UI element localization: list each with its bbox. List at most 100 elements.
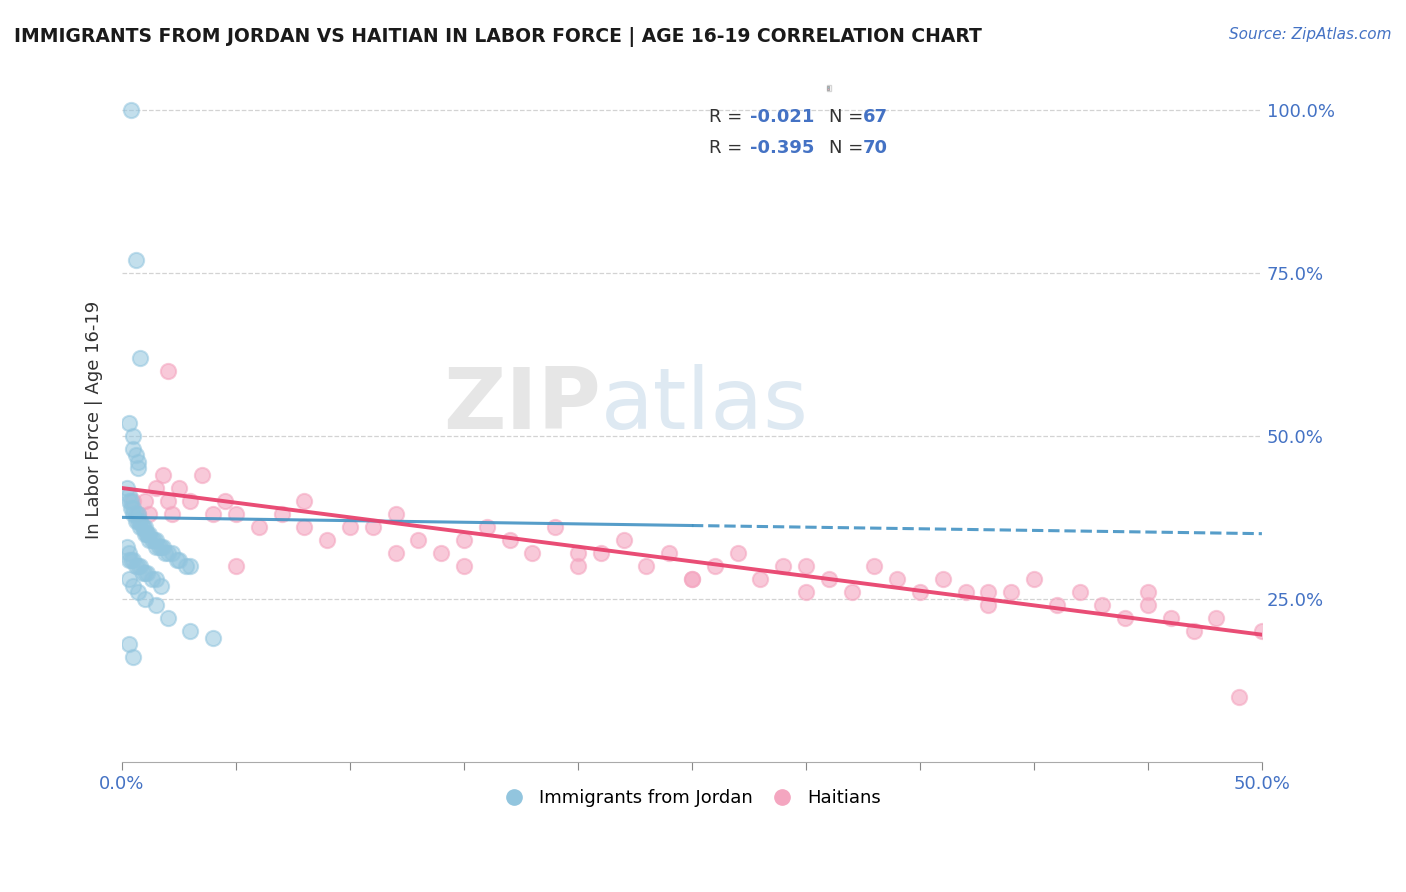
Point — [703, 559, 725, 574]
Point — [122, 553, 145, 567]
Point — [955, 585, 977, 599]
Point — [152, 540, 174, 554]
Point — [131, 566, 153, 580]
Text: -0.021: -0.021 — [751, 108, 814, 127]
Point — [145, 533, 167, 548]
Point — [145, 572, 167, 586]
Point — [202, 507, 225, 521]
Point — [156, 611, 179, 625]
Point — [681, 572, 703, 586]
Point — [134, 566, 156, 580]
Point — [118, 572, 141, 586]
Text: 67: 67 — [863, 108, 889, 127]
Point — [122, 494, 145, 508]
Point — [118, 546, 141, 560]
Point — [316, 533, 339, 548]
Point — [136, 526, 159, 541]
Point — [131, 520, 153, 534]
Point — [225, 507, 247, 521]
Point — [179, 559, 201, 574]
Point — [202, 631, 225, 645]
Point — [1000, 585, 1022, 599]
Point — [1069, 585, 1091, 599]
Point — [134, 591, 156, 606]
Point — [1251, 624, 1274, 639]
Point — [143, 533, 166, 548]
Point — [122, 579, 145, 593]
Point — [122, 500, 145, 515]
Point — [384, 507, 406, 521]
Point — [120, 500, 142, 515]
Point — [122, 650, 145, 665]
Point — [794, 585, 817, 599]
Text: IMMIGRANTS FROM JORDAN VS HAITIAN IN LABOR FORCE | AGE 16-19 CORRELATION CHART: IMMIGRANTS FROM JORDAN VS HAITIAN IN LAB… — [14, 27, 981, 46]
Point — [1136, 599, 1159, 613]
Point — [122, 429, 145, 443]
Point — [613, 533, 636, 548]
Point — [408, 533, 430, 548]
Point — [125, 252, 148, 267]
Point — [134, 494, 156, 508]
Point — [127, 559, 149, 574]
Point — [294, 520, 316, 534]
Point — [727, 546, 749, 560]
Point — [125, 559, 148, 574]
Point — [127, 461, 149, 475]
Point — [155, 546, 177, 560]
Point — [384, 546, 406, 560]
Legend: Immigrants from Jordan, Haitians: Immigrants from Jordan, Haitians — [496, 782, 889, 814]
Y-axis label: In Labor Force | Age 16-19: In Labor Force | Age 16-19 — [86, 301, 103, 539]
Point — [475, 520, 498, 534]
Point — [127, 585, 149, 599]
Point — [167, 481, 190, 495]
Point — [138, 526, 160, 541]
Point — [149, 540, 172, 554]
Point — [1136, 585, 1159, 599]
Text: 70: 70 — [863, 139, 889, 157]
Point — [118, 416, 141, 430]
Point — [145, 599, 167, 613]
Point — [127, 507, 149, 521]
Point — [567, 559, 589, 574]
Point — [498, 533, 520, 548]
Point — [118, 553, 141, 567]
Point — [1227, 690, 1250, 704]
Point — [1205, 611, 1227, 625]
Point — [225, 559, 247, 574]
Point — [1046, 599, 1069, 613]
Point — [145, 540, 167, 554]
Point — [129, 559, 152, 574]
Point — [749, 572, 772, 586]
Text: R =: R = — [709, 139, 748, 157]
Point — [1160, 611, 1182, 625]
Point — [166, 553, 188, 567]
Point — [886, 572, 908, 586]
Text: ZIP: ZIP — [443, 365, 600, 448]
Point — [794, 559, 817, 574]
Point — [160, 507, 183, 521]
Point — [127, 455, 149, 469]
Point — [134, 526, 156, 541]
Text: N =: N = — [828, 139, 869, 157]
Point — [567, 546, 589, 560]
Text: R =: R = — [709, 108, 748, 127]
Point — [681, 572, 703, 586]
Point — [129, 520, 152, 534]
Point — [120, 494, 142, 508]
Point — [908, 585, 931, 599]
Point — [430, 546, 453, 560]
Point — [138, 533, 160, 548]
Point — [125, 449, 148, 463]
Point — [127, 514, 149, 528]
Point — [544, 520, 567, 534]
Point — [141, 533, 163, 548]
Point — [167, 553, 190, 567]
Point — [122, 507, 145, 521]
Point — [156, 494, 179, 508]
Point — [589, 546, 612, 560]
Point — [453, 559, 475, 574]
Point — [339, 520, 361, 534]
Point — [125, 507, 148, 521]
Point — [136, 526, 159, 541]
Point — [214, 494, 236, 508]
